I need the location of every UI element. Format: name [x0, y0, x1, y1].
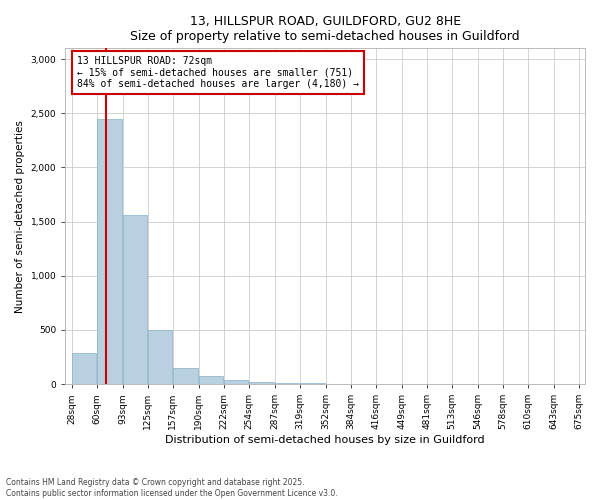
Bar — [72, 353, 97, 384]
Text: Contains HM Land Registry data © Crown copyright and database right 2025.
Contai: Contains HM Land Registry data © Crown c… — [6, 478, 338, 498]
Bar — [275, 383, 299, 384]
X-axis label: Distribution of semi-detached houses by size in Guildford: Distribution of semi-detached houses by … — [166, 435, 485, 445]
Title: 13, HILLSPUR ROAD, GUILDFORD, GU2 8HE
Size of property relative to semi-detached: 13, HILLSPUR ROAD, GUILDFORD, GU2 8HE Si… — [130, 15, 520, 43]
Text: 13 HILLSPUR ROAD: 72sqm
← 15% of semi-detached houses are smaller (751)
84% of s: 13 HILLSPUR ROAD: 72sqm ← 15% of semi-de… — [77, 56, 359, 89]
Y-axis label: Number of semi-detached properties: Number of semi-detached properties — [15, 120, 25, 312]
Bar — [173, 368, 198, 384]
Bar — [249, 382, 274, 384]
Bar — [224, 380, 248, 384]
Bar — [199, 376, 223, 384]
Bar — [97, 118, 122, 384]
Bar — [123, 215, 147, 384]
Bar — [148, 330, 172, 384]
